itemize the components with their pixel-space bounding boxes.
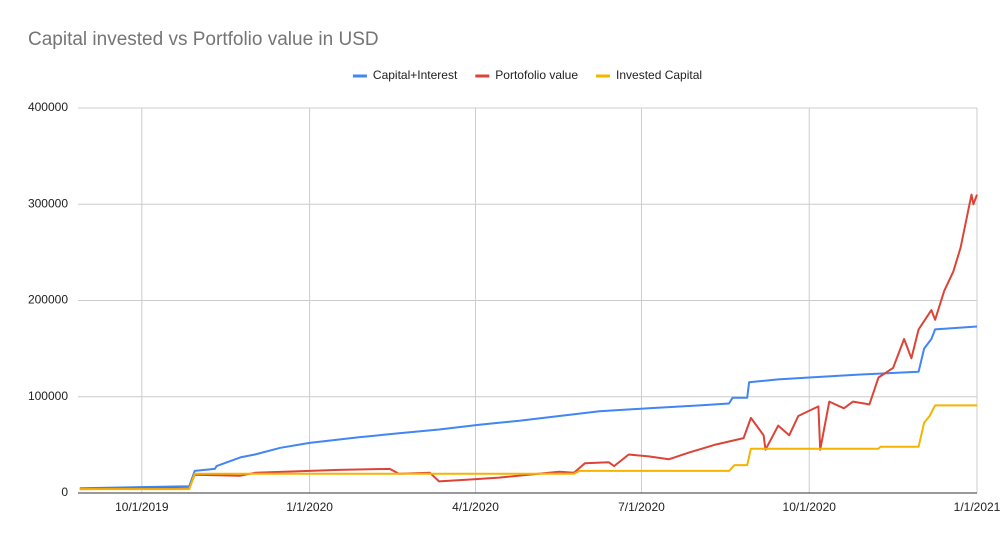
- x-tick-label: 4/1/2020: [452, 500, 499, 514]
- x-tick-label: 7/1/2020: [618, 500, 665, 514]
- legend-label: Capital+Interest: [373, 68, 458, 82]
- x-tick-label: 1/1/2020: [286, 500, 333, 514]
- y-tick-label: 200000: [28, 293, 68, 307]
- series-line: [79, 404, 977, 491]
- x-tick-label: 10/1/2020: [783, 500, 837, 514]
- chart-title: Capital invested vs Portfolio value in U…: [28, 29, 379, 50]
- legend-label: Portofolio value: [495, 68, 578, 82]
- y-tick-label: 0: [61, 485, 68, 499]
- x-tick-label: 10/1/2019: [115, 500, 169, 514]
- y-tick-label: 300000: [28, 196, 68, 210]
- x-tick-label: 1/1/2021: [954, 500, 1001, 514]
- legend-label: Invested Capital: [616, 68, 702, 82]
- y-tick-label: 100000: [28, 389, 68, 403]
- y-tick-label: 400000: [28, 100, 68, 114]
- series-line: [79, 325, 978, 490]
